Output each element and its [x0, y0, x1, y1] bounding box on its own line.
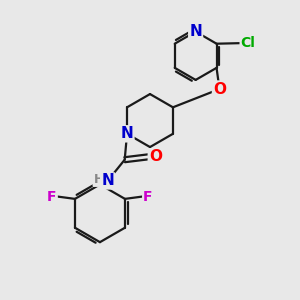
Text: N: N: [101, 173, 114, 188]
Text: O: O: [149, 149, 162, 164]
Text: N: N: [121, 126, 134, 141]
Text: Cl: Cl: [241, 36, 256, 50]
Text: O: O: [213, 82, 226, 97]
Text: H: H: [94, 173, 104, 186]
Text: F: F: [143, 190, 153, 203]
Text: F: F: [47, 190, 57, 203]
Text: N: N: [189, 24, 202, 39]
